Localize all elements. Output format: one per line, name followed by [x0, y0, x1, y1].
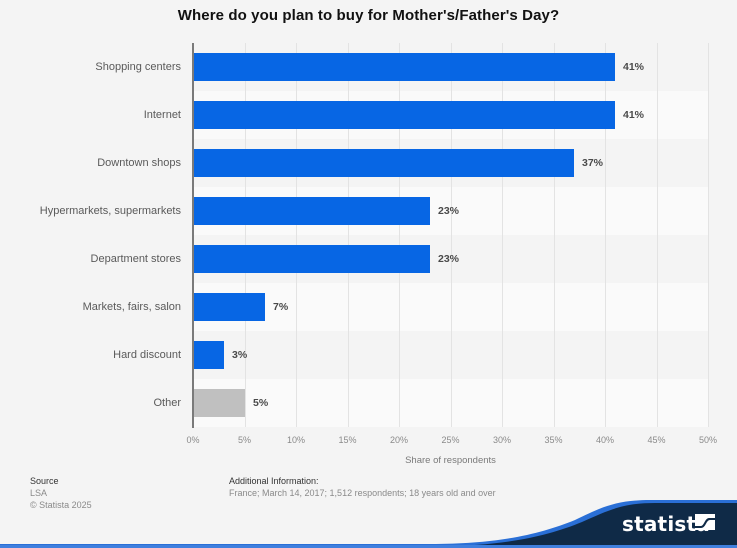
x-tick-label: 35% — [544, 435, 563, 445]
bar[interactable] — [193, 245, 430, 273]
statista-logo-icon[interactable] — [695, 514, 715, 530]
x-tick-label: 30% — [492, 435, 511, 445]
bar[interactable] — [193, 341, 224, 369]
gridline — [554, 43, 555, 427]
bar-value-label: 7% — [273, 301, 289, 313]
bar[interactable] — [193, 101, 615, 129]
gridline — [296, 43, 297, 427]
x-tick-label: 50% — [698, 435, 717, 445]
bar-value-label: 37% — [582, 157, 604, 169]
additional-info-block: Additional Information: France; March 14… — [229, 475, 496, 499]
x-tick-label: 20% — [389, 435, 408, 445]
category-label: Internet — [143, 109, 181, 121]
bar[interactable] — [193, 389, 245, 417]
gridline — [399, 43, 400, 427]
gridline — [502, 43, 503, 427]
x-tick-label: 0% — [186, 435, 200, 445]
row-band — [193, 379, 708, 427]
bar-value-label: 23% — [438, 205, 460, 217]
category-label: Department stores — [90, 253, 181, 265]
row-band — [193, 283, 708, 331]
bar[interactable] — [193, 293, 265, 321]
chart-title: Where do you plan to buy for Mother's/Fa… — [177, 7, 560, 24]
x-tick-label: 10% — [286, 435, 305, 445]
category-label: Other — [153, 397, 181, 409]
bar[interactable] — [193, 197, 430, 225]
bar[interactable] — [193, 53, 615, 81]
source-heading: Source — [30, 476, 59, 486]
brand-wave-banner — [0, 500, 737, 548]
category-label: Hypermarkets, supermarkets — [39, 205, 181, 217]
x-tick-label: 25% — [441, 435, 460, 445]
additional-info-heading: Additional Information: — [229, 476, 319, 486]
bar-value-label: 5% — [253, 397, 269, 409]
source-name[interactable]: LSA — [30, 488, 48, 498]
x-tick-label: 5% — [237, 435, 251, 445]
gridline — [605, 43, 606, 427]
bar-value-label: 23% — [438, 253, 460, 265]
plot-area: 41% 41% 37% 23% 23% 7% 3% 5% — [193, 43, 709, 427]
gridline — [245, 43, 246, 427]
gridline — [708, 43, 709, 427]
bar-value-label: 41% — [623, 61, 645, 73]
x-tick-label: 45% — [647, 435, 666, 445]
x-tick-label: 40% — [595, 435, 614, 445]
row-band — [193, 331, 708, 379]
x-tick-label: 15% — [338, 435, 357, 445]
source-block: Source LSA © Statista 2025 — [30, 475, 92, 511]
category-label: Markets, fairs, salon — [82, 301, 181, 313]
category-label: Hard discount — [113, 349, 181, 361]
gridline — [451, 43, 452, 427]
bar-value-label: 41% — [623, 109, 645, 121]
x-axis-title: Share of respondents — [405, 455, 496, 466]
bar[interactable] — [193, 149, 574, 177]
category-label: Shopping centers — [95, 61, 181, 73]
y-axis-line — [192, 43, 194, 428]
gridline — [657, 43, 658, 427]
category-label: Downtown shops — [97, 157, 181, 169]
copyright-text: © Statista 2025 — [30, 500, 92, 510]
bar-value-label: 3% — [232, 349, 248, 361]
additional-info-text: France; March 14, 2017; 1,512 respondent… — [229, 488, 496, 498]
gridline — [348, 43, 349, 427]
